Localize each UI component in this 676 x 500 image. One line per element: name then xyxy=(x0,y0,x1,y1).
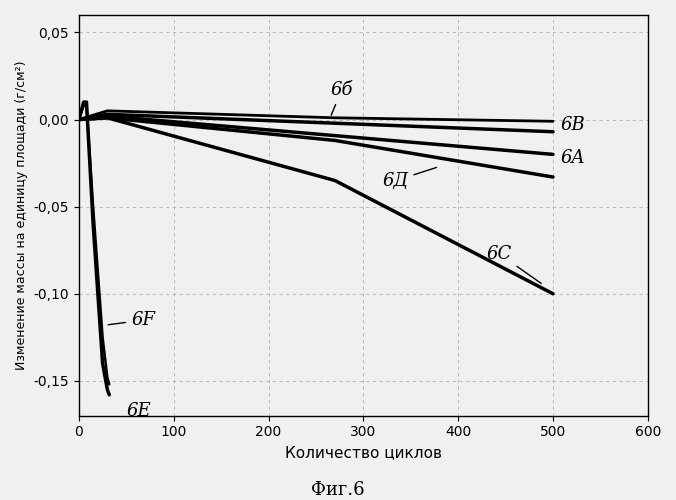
X-axis label: Количество циклов: Количество циклов xyxy=(285,445,442,460)
Text: 6б: 6б xyxy=(330,81,353,115)
Y-axis label: Изменение массы на единицу площади (г/см²): Изменение массы на единицу площади (г/см… xyxy=(15,60,28,370)
Text: 6F: 6F xyxy=(108,311,155,329)
Text: 6E: 6E xyxy=(126,402,151,420)
Text: Фиг.6: Фиг.6 xyxy=(311,481,365,499)
Text: 6A: 6A xyxy=(560,149,585,167)
Text: 6C: 6C xyxy=(487,245,541,284)
Text: 6Д: 6Д xyxy=(383,168,437,190)
Text: 6B: 6B xyxy=(560,116,585,134)
